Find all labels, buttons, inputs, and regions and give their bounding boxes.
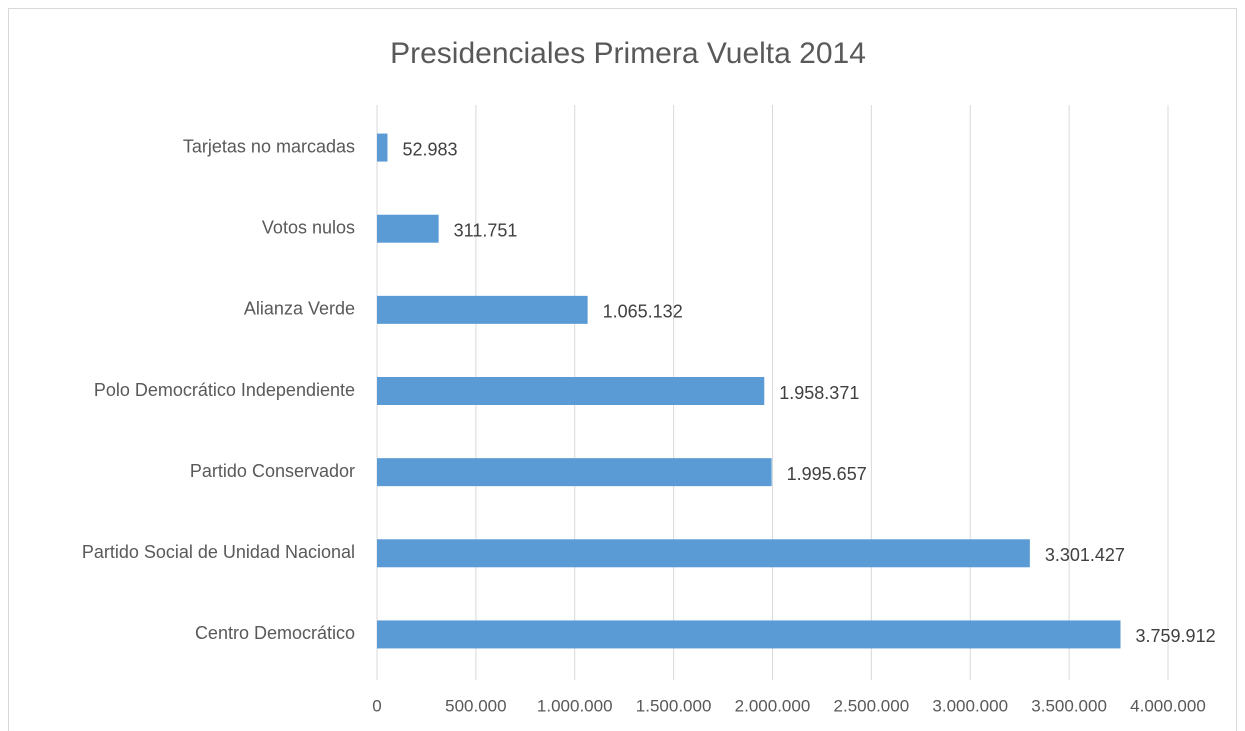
y-tick-label: Centro Democrático [195,623,355,643]
bar [377,539,1030,568]
bar [377,295,588,324]
y-tick-label: Partido Social de Unidad Nacional [82,542,355,562]
y-tick-label: Polo Democrático Independiente [94,380,355,400]
bar [377,620,1121,649]
value-label: 1.995.657 [787,464,867,484]
x-tick-label: 2.500.000 [834,696,910,715]
x-tick-label: 2.000.000 [735,696,811,715]
x-tick-label: 1.500.000 [636,696,712,715]
value-label: 311.751 [454,220,518,240]
y-tick-label: Votos nulos [262,217,355,237]
bar [377,133,388,162]
x-tick-label: 4.000.000 [1130,696,1206,715]
y-tick-label: Partido Conservador [190,461,355,481]
y-tick-label: Alianza Verde [244,299,355,319]
bar [377,458,772,487]
value-label: 3.301.427 [1045,545,1125,565]
value-label: 1.065.132 [603,302,683,322]
y-tick-label: Tarjetas no marcadas [183,136,355,156]
bar [377,214,439,243]
x-tick-label: 500.000 [445,696,506,715]
x-tick-label: 3.500.000 [1031,696,1107,715]
chart-frame [8,8,1237,731]
x-tick-label: 0 [372,696,381,715]
value-label: 3.759.912 [1136,626,1216,646]
value-label: 1.958.371 [779,383,859,403]
bar [377,377,765,405]
chart-title: Presidenciales Primera Vuelta 2014 [390,37,866,70]
value-label: 52.983 [402,139,457,159]
x-tick-label: 1.000.000 [537,696,613,715]
x-tick-label: 3.000.000 [932,696,1008,715]
